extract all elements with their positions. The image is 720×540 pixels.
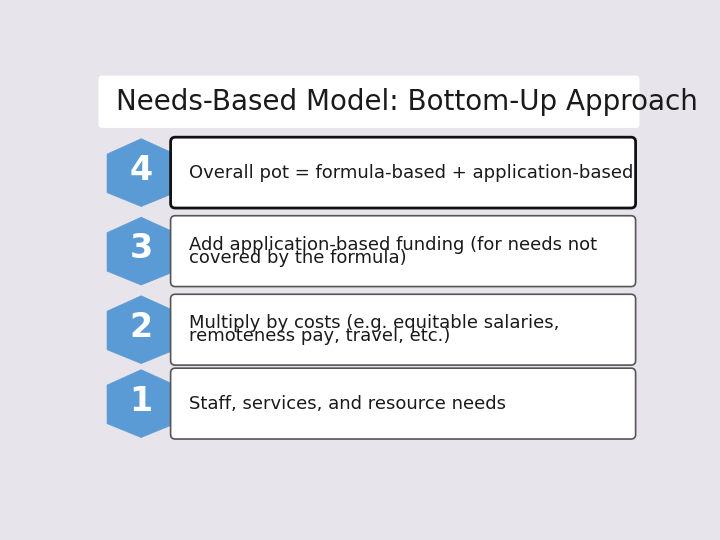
Text: 2: 2 xyxy=(130,311,153,344)
Text: Overall pot = formula-based + application-based: Overall pot = formula-based + applicatio… xyxy=(189,164,634,181)
FancyBboxPatch shape xyxy=(171,137,636,208)
Polygon shape xyxy=(107,296,175,363)
Text: Needs-Based Model: Bottom-Up Approach: Needs-Based Model: Bottom-Up Approach xyxy=(116,88,698,116)
Polygon shape xyxy=(107,370,175,437)
FancyBboxPatch shape xyxy=(99,76,639,128)
FancyBboxPatch shape xyxy=(171,368,636,439)
Text: 3: 3 xyxy=(130,232,153,265)
Text: Staff, services, and resource needs: Staff, services, and resource needs xyxy=(189,395,506,413)
FancyBboxPatch shape xyxy=(171,294,636,365)
Text: remoteness pay, travel, etc.): remoteness pay, travel, etc.) xyxy=(189,327,451,345)
FancyBboxPatch shape xyxy=(171,215,636,287)
Text: covered by the formula): covered by the formula) xyxy=(189,249,407,267)
Text: 1: 1 xyxy=(130,385,153,418)
Text: 4: 4 xyxy=(130,154,153,187)
Polygon shape xyxy=(107,217,175,285)
Text: Multiply by costs (e.g. equitable salaries,: Multiply by costs (e.g. equitable salari… xyxy=(189,314,559,332)
Polygon shape xyxy=(107,139,175,206)
Text: Add application-based funding (for needs not: Add application-based funding (for needs… xyxy=(189,235,598,254)
